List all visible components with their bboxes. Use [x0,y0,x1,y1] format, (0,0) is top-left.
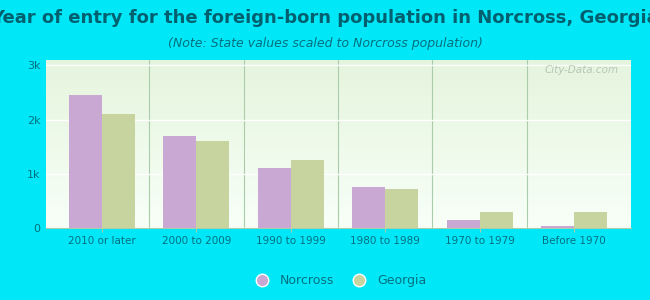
Bar [69,95,102,228]
Text: Year of entry for the foreign-born population in Norcross, Georgia: Year of entry for the foreign-born popul… [0,9,650,27]
Bar [196,141,229,228]
Bar [258,168,291,228]
Legend: Norcross, Georgia: Norcross, Georgia [245,269,431,292]
Text: (Note: State values scaled to Norcross population): (Note: State values scaled to Norcross p… [168,38,482,50]
Bar [541,226,574,228]
Bar [163,136,196,228]
Bar [385,189,418,228]
Bar [102,114,135,228]
Bar [352,188,385,228]
Bar [574,212,607,228]
Bar [447,220,480,228]
Text: City-Data.com: City-Data.com [545,65,619,75]
Bar [291,160,324,228]
Bar [480,212,513,228]
